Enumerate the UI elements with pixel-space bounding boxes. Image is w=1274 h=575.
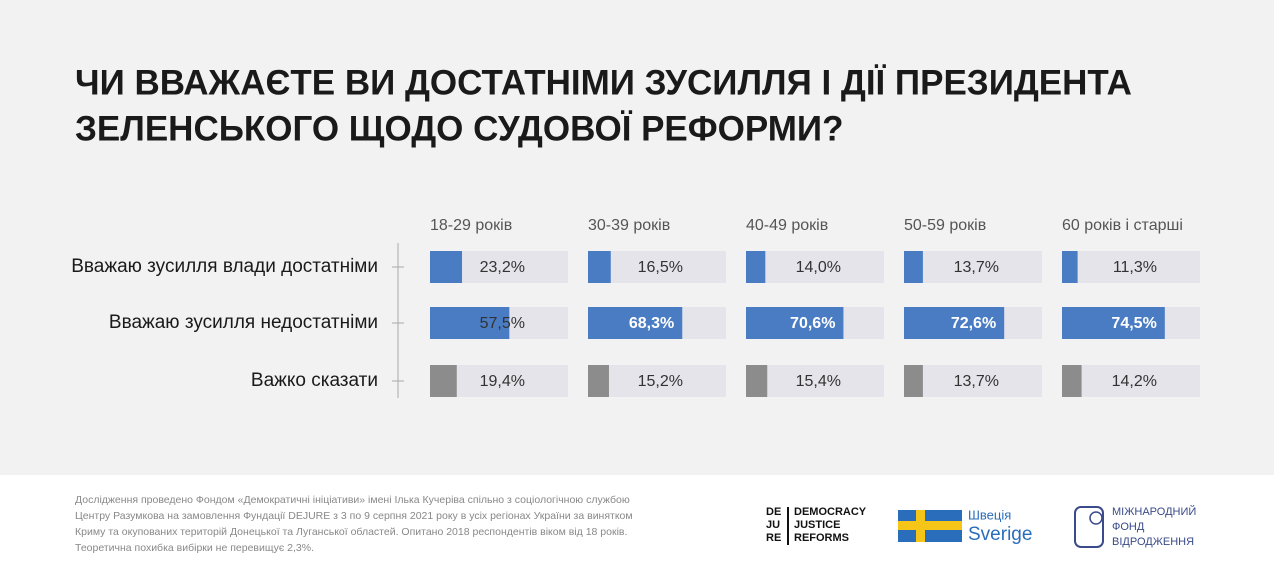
bar <box>746 251 766 283</box>
logo-text: RE <box>766 532 781 544</box>
bar <box>1062 307 1165 339</box>
footnote: Криму та окупованих територій Донецької … <box>75 526 627 538</box>
bar-track <box>588 365 726 397</box>
bar-track <box>746 365 884 397</box>
bar <box>746 365 768 397</box>
bar <box>430 251 463 283</box>
value-label: 72,6% <box>951 315 996 332</box>
category-label: Вважаю зусилля влади достатніми <box>71 256 378 277</box>
footnote: Дослідження проведено Фондом «Демократич… <box>75 494 630 506</box>
value-label: 16,5% <box>638 259 683 276</box>
bar-track <box>588 251 726 283</box>
logo-text: JUSTICE <box>794 519 840 531</box>
logo-text: DE <box>766 506 781 518</box>
bar-track <box>904 251 1042 283</box>
value-label: 70,6% <box>790 315 835 332</box>
footer-background <box>0 475 1274 575</box>
value-label: 57,5% <box>480 315 525 332</box>
value-label: 14,0% <box>796 259 841 276</box>
bar-track <box>1062 251 1200 283</box>
chart-title: ЗЕЛЕНСЬКОГО ЩОДО СУДОВОЇ РЕФОРМИ? <box>75 109 843 148</box>
value-label: 13,7% <box>954 373 999 390</box>
bar <box>904 307 1005 339</box>
logo-text: Sverige <box>968 524 1032 545</box>
logo-text: ВІДРОДЖЕННЯ <box>1112 536 1194 548</box>
bar <box>904 365 923 397</box>
category-label: Вважаю зусилля недостатніми <box>109 312 378 333</box>
bar <box>588 365 609 397</box>
chart-title: ЧИ ВВАЖАЄТЕ ВИ ДОСТАТНІМИ ЗУСИЛЛЯ І ДІЇ … <box>75 63 1132 102</box>
value-label: 68,3% <box>629 315 674 332</box>
series-label: 40-49 років <box>746 217 828 234</box>
logo-text: Швеція <box>968 507 1011 522</box>
value-label: 15,4% <box>796 373 841 390</box>
bar <box>904 251 923 283</box>
bar <box>1062 251 1078 283</box>
value-label: 23,2% <box>480 259 525 276</box>
bar <box>588 251 611 283</box>
logo-text: DEMOCRACY <box>794 506 867 518</box>
irf-logo <box>1074 506 1104 548</box>
bar <box>746 307 844 339</box>
series-label: 60 років і старші <box>1062 217 1183 234</box>
bar-track <box>746 251 884 283</box>
flag-cross <box>898 521 962 530</box>
irf-logo <box>1089 511 1103 525</box>
bar <box>588 307 683 339</box>
category-label: Важко сказати <box>251 370 378 391</box>
bar <box>1062 365 1082 397</box>
value-label: 19,4% <box>480 373 525 390</box>
value-label: 74,5% <box>1111 315 1156 332</box>
value-label: 13,7% <box>954 259 999 276</box>
value-label: 15,2% <box>638 373 683 390</box>
series-label: 30-39 років <box>588 217 670 234</box>
logo-text: МІЖНАРОДНИЙ <box>1112 505 1196 518</box>
footnote: Центру Разумкова на замовлення Фундації … <box>75 510 633 522</box>
logo-text: JU <box>766 519 780 531</box>
bar <box>430 365 457 397</box>
series-label: 18-29 років <box>430 217 512 234</box>
bar-track <box>1062 365 1200 397</box>
logo-text: REFORMS <box>794 532 849 544</box>
bar <box>430 307 510 339</box>
value-label: 14,2% <box>1112 373 1157 390</box>
value-label: 11,3% <box>1113 259 1157 276</box>
footnote: Теоретична похибка вибірки не перевищує … <box>75 542 314 554</box>
bar-track <box>904 365 1042 397</box>
series-label: 50-59 років <box>904 217 986 234</box>
logo-text: ФОНД <box>1112 521 1145 533</box>
